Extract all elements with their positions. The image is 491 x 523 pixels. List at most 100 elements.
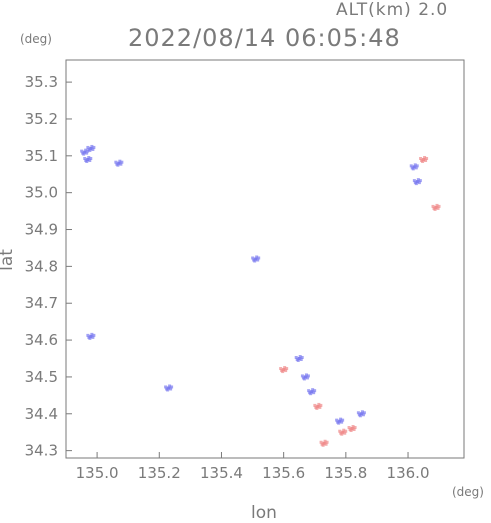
echo-point xyxy=(285,367,289,371)
echo-point xyxy=(352,428,356,432)
echo-point xyxy=(82,152,86,156)
echo-point xyxy=(437,204,441,208)
echo-point xyxy=(413,163,417,167)
echo-point xyxy=(116,163,120,167)
echo-point xyxy=(418,179,422,183)
echo-point xyxy=(120,160,124,164)
echo-point xyxy=(340,420,344,424)
echo-point xyxy=(319,440,323,444)
echo-point xyxy=(431,204,435,208)
y-tick-label: 34.9 xyxy=(25,221,58,239)
echo-point xyxy=(89,157,93,160)
echo-point xyxy=(296,359,300,362)
echo-point xyxy=(86,145,90,149)
echo-point xyxy=(340,432,344,436)
echo-point xyxy=(253,259,257,263)
echo-cluster-s-cluster-7 xyxy=(347,425,357,433)
echo-point xyxy=(85,160,89,163)
y-tick-label: 34.7 xyxy=(25,294,58,312)
y-tick-label: 34.6 xyxy=(25,331,58,349)
echo-cluster-s-cluster-3 xyxy=(279,366,289,374)
echo-point xyxy=(85,151,89,155)
echo-point xyxy=(304,373,308,377)
echo-point xyxy=(360,410,364,414)
echo-point xyxy=(351,425,355,429)
echo-cluster-center-dots xyxy=(251,255,261,263)
echo-point xyxy=(362,411,366,415)
echo-point xyxy=(167,386,171,390)
echo-point xyxy=(409,164,413,168)
echo-point xyxy=(256,258,260,262)
echo-point xyxy=(435,203,439,207)
echo-point xyxy=(358,414,362,418)
echo-point xyxy=(166,388,170,392)
echo-point xyxy=(119,162,123,166)
echo-point xyxy=(297,357,301,360)
echo-point xyxy=(339,417,343,421)
echo-point xyxy=(312,391,316,395)
y-tick-label: 35.0 xyxy=(25,184,58,202)
echo-point xyxy=(335,418,339,422)
echo-point xyxy=(349,429,353,433)
echo-point xyxy=(341,418,345,422)
echo-cluster-s-cluster-2 xyxy=(300,373,310,381)
echo-point xyxy=(433,207,437,211)
y-tick-label: 34.5 xyxy=(25,368,58,386)
echo-point xyxy=(415,164,419,168)
echo-point xyxy=(309,392,313,396)
echo-cluster-nw-streak-1 xyxy=(80,148,90,156)
echo-point xyxy=(303,375,307,379)
echo-point xyxy=(88,336,92,340)
x-tick-label: 135.8 xyxy=(324,464,367,482)
echo-point xyxy=(298,355,302,358)
echo-point xyxy=(343,431,347,435)
echo-point xyxy=(323,439,327,443)
echo-cluster-s-cluster-5 xyxy=(313,402,323,410)
echo-point xyxy=(254,257,258,261)
echo-point xyxy=(424,159,428,162)
echo-point xyxy=(412,165,416,169)
echo-point xyxy=(284,369,288,373)
echo-point xyxy=(170,385,174,389)
echo-cluster-s-cluster-10 xyxy=(319,439,329,447)
echo-point xyxy=(423,156,427,159)
echo-point xyxy=(414,182,418,186)
echo-point xyxy=(305,376,309,380)
echo-point xyxy=(341,430,345,434)
echo-point xyxy=(421,160,425,163)
echo-cluster-nw-streak-2 xyxy=(86,144,96,152)
echo-point xyxy=(434,205,438,209)
echo-point xyxy=(279,367,283,371)
echo-point xyxy=(415,180,419,184)
echo-point xyxy=(325,440,329,444)
echo-point xyxy=(315,406,319,410)
echo-point xyxy=(84,148,88,152)
echo-cluster-ne-blob-2 xyxy=(409,163,419,171)
x-tick-label: 135.2 xyxy=(138,464,181,482)
x-tick-label: 135.0 xyxy=(76,464,119,482)
y-axis-unit: (deg) xyxy=(20,32,52,46)
echo-point xyxy=(86,149,90,153)
echo-point xyxy=(300,374,304,378)
echo-cluster-ne-dot-1 xyxy=(412,178,422,186)
echo-point xyxy=(114,160,118,164)
echo-point xyxy=(324,442,328,446)
echo-point xyxy=(419,157,423,160)
echo-point xyxy=(251,256,255,260)
y-tick-label: 34.4 xyxy=(25,405,58,423)
echo-point xyxy=(425,157,429,160)
echo-point xyxy=(307,389,311,393)
echo-point xyxy=(318,405,322,409)
echo-cluster-ne-dot-2 xyxy=(431,203,441,211)
echo-cluster-ne-blob-1 xyxy=(419,156,429,163)
echo-cluster-s-cluster-6 xyxy=(335,417,345,425)
echo-point xyxy=(255,255,259,259)
echo-point xyxy=(88,159,92,162)
chart-title-timestamp: 2022/08/14 06:05:48 xyxy=(128,24,401,52)
y-tick-label: 35.3 xyxy=(25,73,58,91)
echo-point xyxy=(319,403,323,407)
echo-cluster-s-cluster-1 xyxy=(294,355,304,362)
echo-point xyxy=(83,150,87,154)
echo-point xyxy=(300,356,304,359)
echo-point xyxy=(414,166,418,170)
